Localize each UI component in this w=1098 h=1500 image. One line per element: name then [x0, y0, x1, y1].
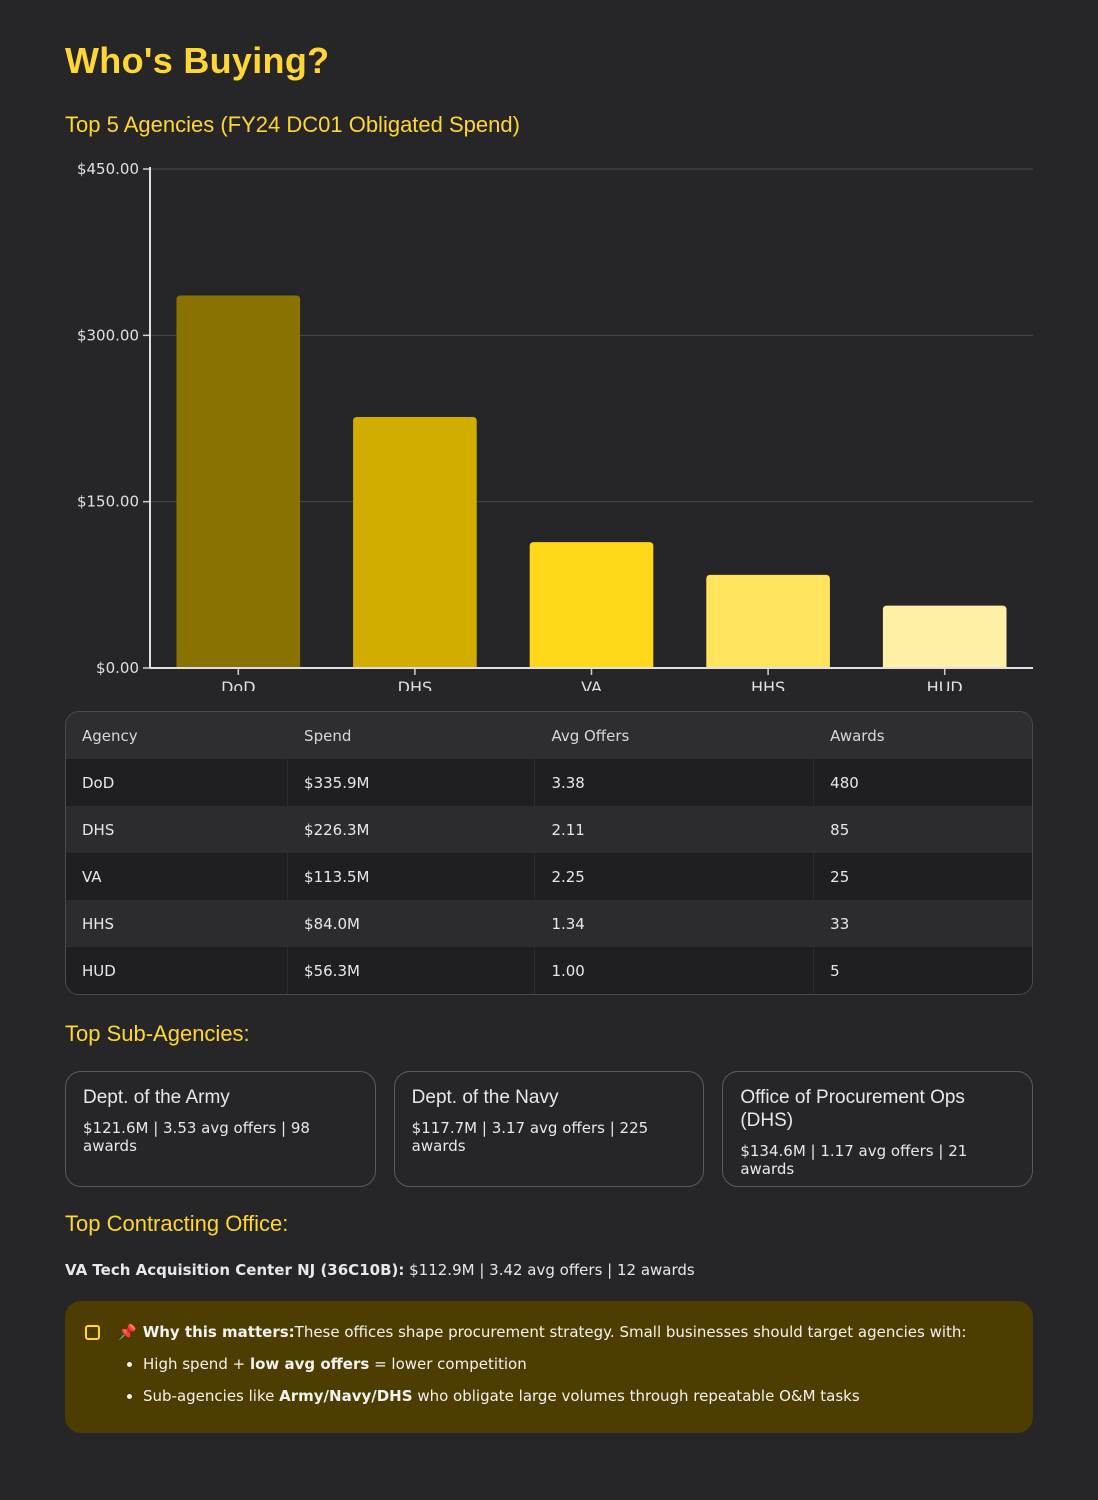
- list-item-text: Sub-agencies like: [143, 1387, 280, 1405]
- office-name: VA Tech Acquisition Center NJ (36C10B):: [65, 1261, 405, 1279]
- table-row: HHS $84.0M 1.34 33: [66, 900, 1032, 947]
- chart-subtitle: Top 5 Agencies (FY24 DC01 Obligated Spen…: [65, 112, 520, 137]
- table-cell: 5: [813, 947, 1032, 994]
- table-row: HUD $56.3M 1.00 5: [66, 947, 1032, 994]
- table-cell: 2.11: [534, 806, 814, 853]
- table-header: Avg Offers: [534, 712, 814, 759]
- bar-chart: $0.00 $150.00 $300.00 $450.00 DoD DHS VA HHS HUD: [77, 160, 1033, 691]
- x-tick-label: HUD: [927, 678, 963, 691]
- list-item: Sub-agencies like Army/Navy/DHS who obli…: [143, 1385, 1013, 1407]
- sub-agency-name: Office of Procurement Ops (DHS): [740, 1087, 965, 1131]
- table-cell: $84.0M: [287, 900, 535, 947]
- table-cell: 2.25: [534, 853, 814, 900]
- callout-list: High spend + low avg offers = lower comp…: [85, 1353, 1013, 1407]
- table-cell: DHS: [66, 806, 288, 853]
- table-row: DHS $226.3M 2.11 85: [66, 806, 1032, 853]
- sub-agency-details: $121.6M | 3.53 avg offers | 98 awards: [83, 1119, 310, 1155]
- callout-lead: Why this matters:: [142, 1323, 295, 1341]
- office-line: VA Tech Acquisition Center NJ (36C10B): …: [65, 1261, 1033, 1279]
- table-cell: $335.9M: [287, 759, 535, 806]
- list-item-bold: Army/Navy/DHS: [279, 1387, 413, 1405]
- sub-agencies-heading: Top Sub-Agencies:: [65, 1021, 250, 1046]
- table-header: Spend: [287, 712, 535, 759]
- x-tick-label: VA: [581, 678, 602, 691]
- page: Who's Buying? Top 5 Agencies (FY24 DC01 …: [65, 40, 1034, 1433]
- why-this-matters-callout: 📌 Why this matters: These offices shape …: [65, 1301, 1033, 1433]
- list-item-text: High spend +: [143, 1355, 250, 1373]
- bar: [706, 574, 830, 668]
- table-cell: HUD: [66, 947, 288, 994]
- table-cell: 1.34: [534, 900, 814, 947]
- y-tick-label: $450.00: [77, 160, 139, 178]
- note-icon: [85, 1324, 100, 1340]
- bar: [353, 417, 477, 668]
- x-tick-label: DHS: [398, 678, 433, 691]
- y-tick-label: $150.00: [77, 493, 139, 511]
- table-cell: 1.00: [534, 947, 814, 994]
- table-header: Awards: [813, 712, 1032, 759]
- table-cell: $226.3M: [287, 806, 535, 853]
- list-item-text: who obligate large volumes through repea…: [412, 1387, 860, 1405]
- table-cell: $56.3M: [287, 947, 535, 994]
- sub-agency-card: Office of Procurement Ops (DHS) $134.6M …: [722, 1071, 1034, 1187]
- bar: [882, 605, 1007, 668]
- x-tick-label: DoD: [221, 678, 255, 691]
- table-cell: DoD: [66, 759, 288, 806]
- bar: [529, 542, 654, 668]
- y-tick-label: $300.00: [77, 326, 139, 344]
- callout-text: These offices shape procurement strategy…: [294, 1323, 967, 1341]
- sub-agency-name: Dept. of the Navy: [411, 1087, 559, 1108]
- list-item-text: = lower competition: [369, 1355, 527, 1373]
- table-cell: 85: [813, 806, 1032, 853]
- x-tick-label: HHS: [751, 678, 785, 691]
- agency-table: Agency Spend Avg Offers Awards DoD $335.…: [65, 711, 1033, 995]
- table-header: Agency: [66, 712, 288, 759]
- sub-agency-details: $134.6M | 1.17 avg offers | 21 awards: [740, 1142, 968, 1178]
- table-header-row: Agency Spend Avg Offers Awards: [66, 712, 1032, 759]
- sub-agency-card: Dept. of the Navy $117.7M | 3.17 avg off…: [393, 1071, 705, 1187]
- table-cell: HHS: [66, 900, 288, 947]
- bar: [176, 295, 301, 668]
- callout-header: 📌 Why this matters: These offices shape …: [85, 1323, 1013, 1341]
- table-cell: 33: [813, 900, 1032, 947]
- y-tick-label: $0.00: [96, 659, 139, 677]
- list-item-bold: low avg offers: [249, 1355, 370, 1373]
- office-heading: Top Contracting Office:: [65, 1211, 289, 1236]
- office-details: $112.9M | 3.42 avg offers | 12 awards: [404, 1261, 695, 1279]
- sub-agency-card: Dept. of the Army $121.6M | 3.53 avg off…: [65, 1071, 376, 1187]
- page-title: Who's Buying?: [65, 40, 330, 81]
- table-row: DoD $335.9M 3.38 480: [66, 759, 1032, 806]
- sub-agency-cards: Dept. of the Army $121.6M | 3.53 avg off…: [65, 1071, 1034, 1187]
- sub-agency-name: Dept. of the Army: [83, 1087, 230, 1108]
- sub-agency-details: $117.7M | 3.17 avg offers | 225 awards: [411, 1119, 649, 1155]
- table-cell: 3.38: [534, 759, 814, 806]
- table-cell: 25: [813, 853, 1032, 900]
- table-cell: $113.5M: [287, 853, 535, 900]
- pushpin-icon: 📌: [118, 1323, 137, 1341]
- table-cell: 480: [813, 759, 1032, 806]
- list-item: High spend + low avg offers = lower comp…: [143, 1353, 1013, 1375]
- table-cell: VA: [66, 853, 288, 900]
- table-row: VA $113.5M 2.25 25: [66, 853, 1032, 900]
